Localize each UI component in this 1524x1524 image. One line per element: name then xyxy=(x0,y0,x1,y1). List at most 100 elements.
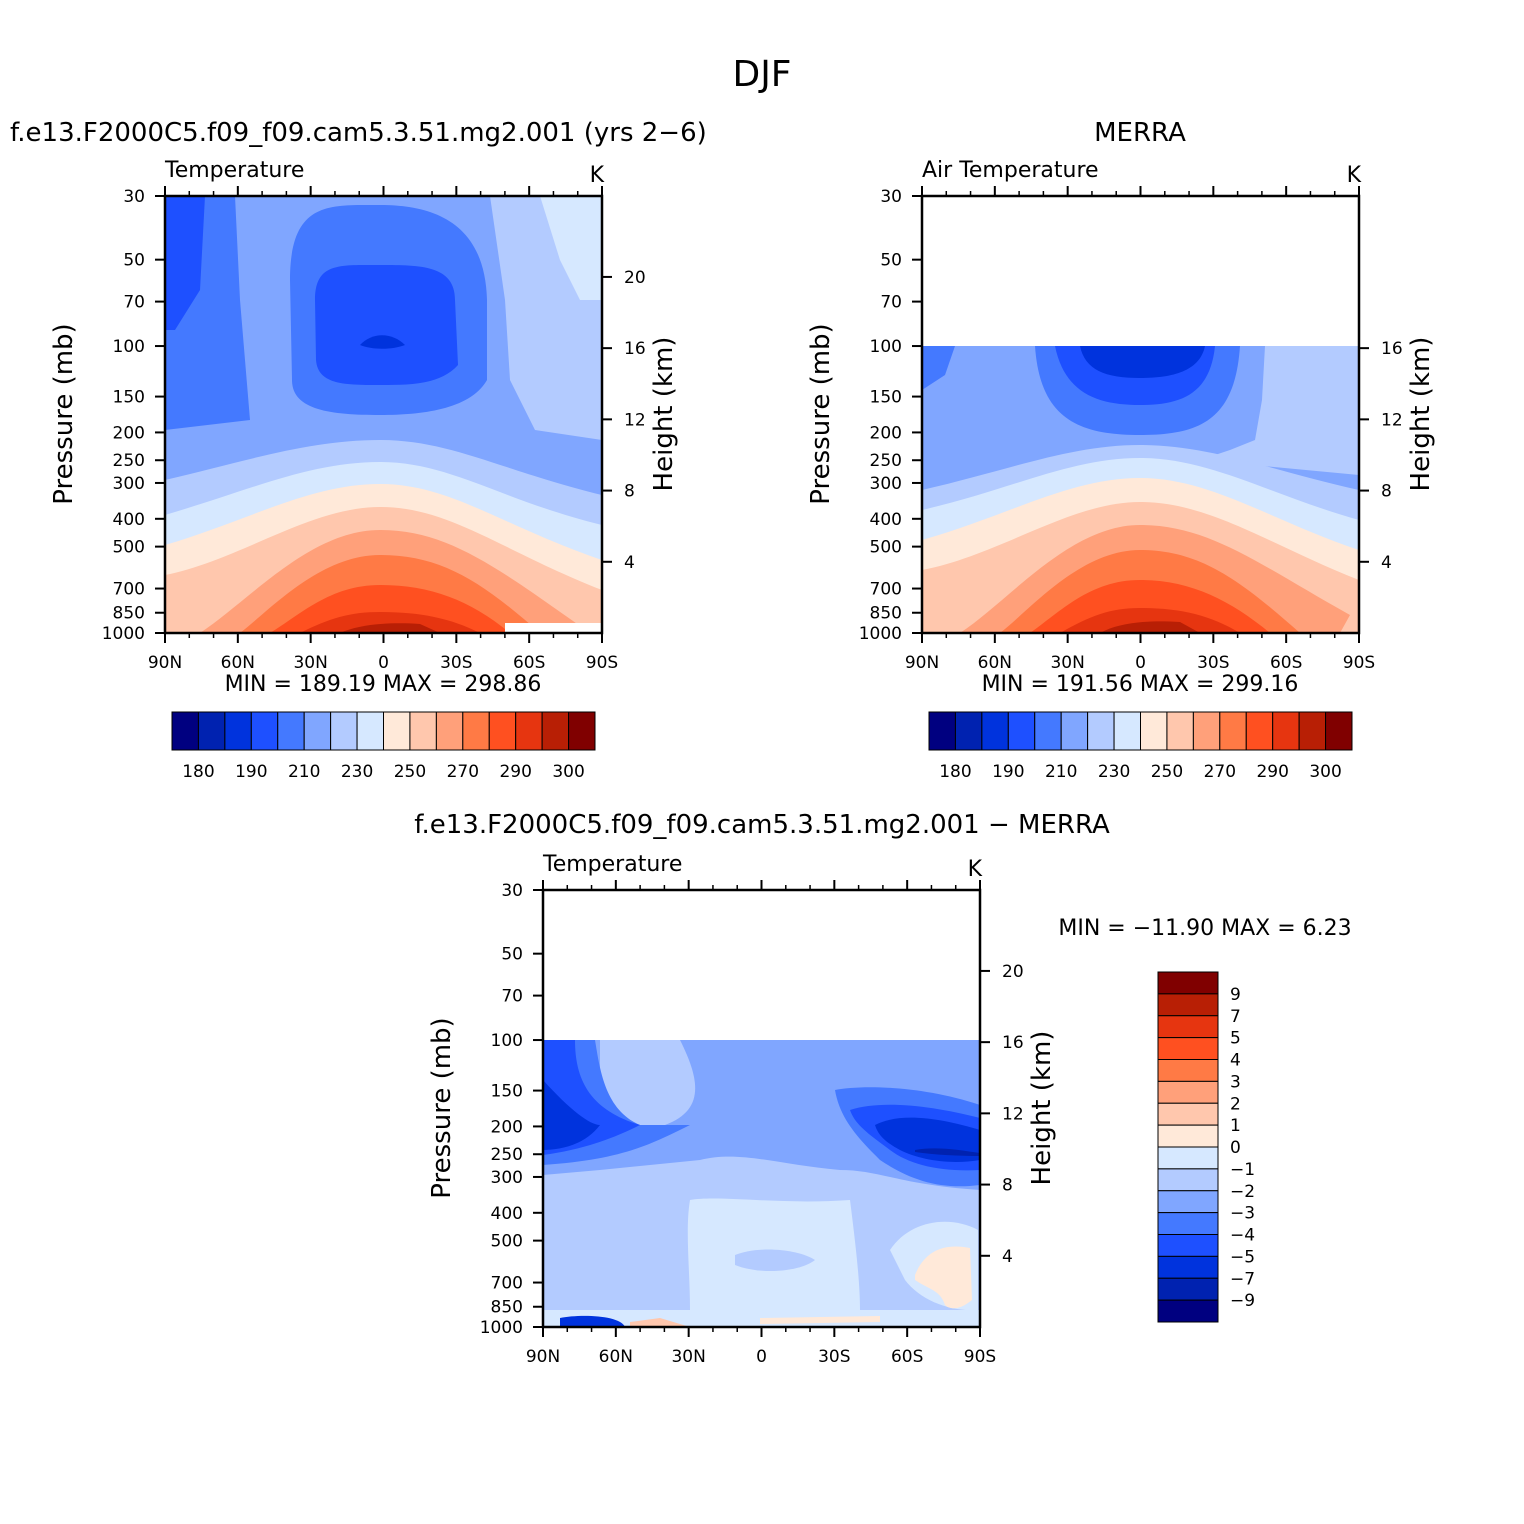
panel-obs-ylabel-right: Height (km) xyxy=(1406,337,1436,492)
colorbar-swatch xyxy=(277,711,305,751)
colorbar-swatch xyxy=(1034,711,1062,751)
colorbar-label: 1 xyxy=(1230,1116,1241,1136)
y-tick-label: 700 xyxy=(491,1274,523,1294)
panel-model-ylabel-right: Height (km) xyxy=(649,337,679,492)
height-tick-label: 20 xyxy=(624,268,646,288)
colorbar-label: −4 xyxy=(1230,1226,1255,1246)
y-tick-label: 70 xyxy=(501,987,523,1007)
x-tick-label: 90N xyxy=(905,653,939,673)
colorbar-swatch xyxy=(1298,711,1327,751)
height-tick-label: 8 xyxy=(1381,482,1392,502)
y-tick-label: 1000 xyxy=(480,1318,523,1338)
panel-diff: f.e13.F2000C5.f09_f09.cam5.3.51.mg2.001 … xyxy=(414,810,1351,1367)
colorbar-swatch xyxy=(1166,711,1194,751)
x-tick-label: 60N xyxy=(221,653,255,673)
colorbar-swatch xyxy=(356,711,384,751)
colorbar-label: 230 xyxy=(341,762,373,782)
panel-obs-colorbar: 180 190 210 230 250 270 290 300 xyxy=(928,711,1353,782)
y-tick-label: 500 xyxy=(113,538,145,558)
height-tick-label: 16 xyxy=(624,339,646,359)
x-tick-label: 90N xyxy=(148,653,182,673)
obs-fill-band-warm-8 xyxy=(1100,621,1200,633)
panel-obs-title: MERRA xyxy=(1094,118,1186,148)
y-tick-label: 700 xyxy=(113,580,145,600)
colorbar-swatch xyxy=(1157,1277,1219,1301)
colorbar-label: −9 xyxy=(1230,1291,1255,1311)
panel-diff-ylabel: Pressure (mb) xyxy=(427,1017,457,1198)
colorbar-swatch xyxy=(1157,1168,1219,1192)
height-tick-label: 8 xyxy=(624,482,635,502)
height-tick-label: 16 xyxy=(1002,1033,1024,1053)
panel-diff-ylabel-right: Height (km) xyxy=(1027,1031,1057,1186)
diff-fill-band-m1-mid xyxy=(735,1249,815,1272)
colorbar-swatch xyxy=(1245,711,1274,751)
y-tick-label: 300 xyxy=(491,1168,523,1188)
panel-diff-axes: 305070100150200250300400500700850100090N… xyxy=(480,880,1024,1367)
y-tick-label: 100 xyxy=(113,337,145,357)
x-tick-label: 30N xyxy=(671,1347,705,1367)
y-tick-label: 100 xyxy=(870,337,902,357)
colorbar-swatch xyxy=(488,711,517,751)
colorbar-swatch xyxy=(409,711,437,751)
panel-model-units: K xyxy=(590,163,605,188)
panel-obs-variable: Air Temperature xyxy=(922,158,1099,183)
y-tick-label: 1000 xyxy=(102,624,145,644)
model-fill-band-4-core xyxy=(315,264,458,385)
x-tick-label: 60N xyxy=(978,653,1012,673)
colorbar-label: 300 xyxy=(1309,762,1341,782)
colorbar-swatch xyxy=(1157,1015,1219,1039)
colorbar-swatch xyxy=(462,711,490,751)
colorbar-swatch xyxy=(330,711,358,751)
colorbar-swatch xyxy=(383,711,411,751)
y-tick-label: 200 xyxy=(113,423,145,443)
panel-model-contours xyxy=(165,196,602,633)
colorbar-label: 210 xyxy=(1045,762,1077,782)
colorbar-swatch xyxy=(1157,1080,1219,1104)
x-tick-label: 0 xyxy=(1135,653,1146,673)
diff-fill-band-pos-surface-1 xyxy=(630,1318,690,1327)
x-tick-label: 90S xyxy=(964,1347,996,1367)
y-tick-label: 1000 xyxy=(859,624,902,644)
diff-fill-band-pos-right xyxy=(915,1246,972,1309)
y-tick-label: 50 xyxy=(501,945,523,965)
y-tick-label: 100 xyxy=(491,1031,523,1051)
panel-obs-axes: 30 50 70 100 150 200 250 300 400 500 700 850100090N… xyxy=(859,186,1403,673)
colorbar-swatch xyxy=(954,711,983,751)
colorbar-swatch xyxy=(981,711,1009,751)
colorbar-swatch xyxy=(250,711,279,751)
x-tick-label: 30N xyxy=(293,653,327,673)
obs-fill-band-warm-7 xyxy=(1060,608,1240,633)
colorbar-label: −1 xyxy=(1230,1160,1255,1180)
colorbar-label: 230 xyxy=(1098,762,1130,782)
colorbar-swatch xyxy=(1157,1299,1219,1323)
x-tick-label: 30S xyxy=(1197,653,1229,673)
panel-obs-ylabel: Pressure (mb) xyxy=(806,323,836,504)
colorbar-swatch xyxy=(1007,711,1036,751)
panel-obs-stats: MIN = 191.56 MAX = 299.16 xyxy=(982,672,1299,697)
colorbar-swatch xyxy=(1325,711,1353,751)
obs-fill-band-3-left xyxy=(922,346,955,390)
x-tick-label: 30S xyxy=(818,1347,850,1367)
x-tick-label: 60S xyxy=(891,1347,923,1367)
x-tick-label: 30S xyxy=(440,653,472,673)
panel-diff-stats: MIN = −11.90 MAX = 6.23 xyxy=(1058,916,1351,941)
colorbar-swatch xyxy=(1157,1255,1219,1279)
panel-diff-contours xyxy=(543,1040,980,1327)
colorbar-label: 180 xyxy=(939,762,971,782)
panel-diff-title: f.e13.F2000C5.f09_f09.cam5.3.51.mg2.001 … xyxy=(414,810,1110,840)
x-tick-label: 90S xyxy=(1343,653,1375,673)
panel-obs-contours xyxy=(922,346,1359,633)
colorbar-label: 2 xyxy=(1230,1094,1241,1114)
colorbar-swatch xyxy=(1157,993,1219,1017)
model-fill-band-warm-8 xyxy=(340,623,440,633)
model-fill-band-top-right xyxy=(500,196,602,300)
y-tick-label: 150 xyxy=(113,388,145,408)
y-tick-label: 250 xyxy=(113,451,145,471)
colorbar-label: 270 xyxy=(1204,762,1236,782)
height-tick-label: 4 xyxy=(1002,1247,1013,1267)
model-fill-band-warm-7 xyxy=(300,612,480,633)
panel-model-title: f.e13.F2000C5.f09_f09.cam5.3.51.mg2.001 … xyxy=(10,118,707,148)
colorbar-label: 210 xyxy=(288,762,320,782)
y-tick-label: 500 xyxy=(491,1232,523,1252)
